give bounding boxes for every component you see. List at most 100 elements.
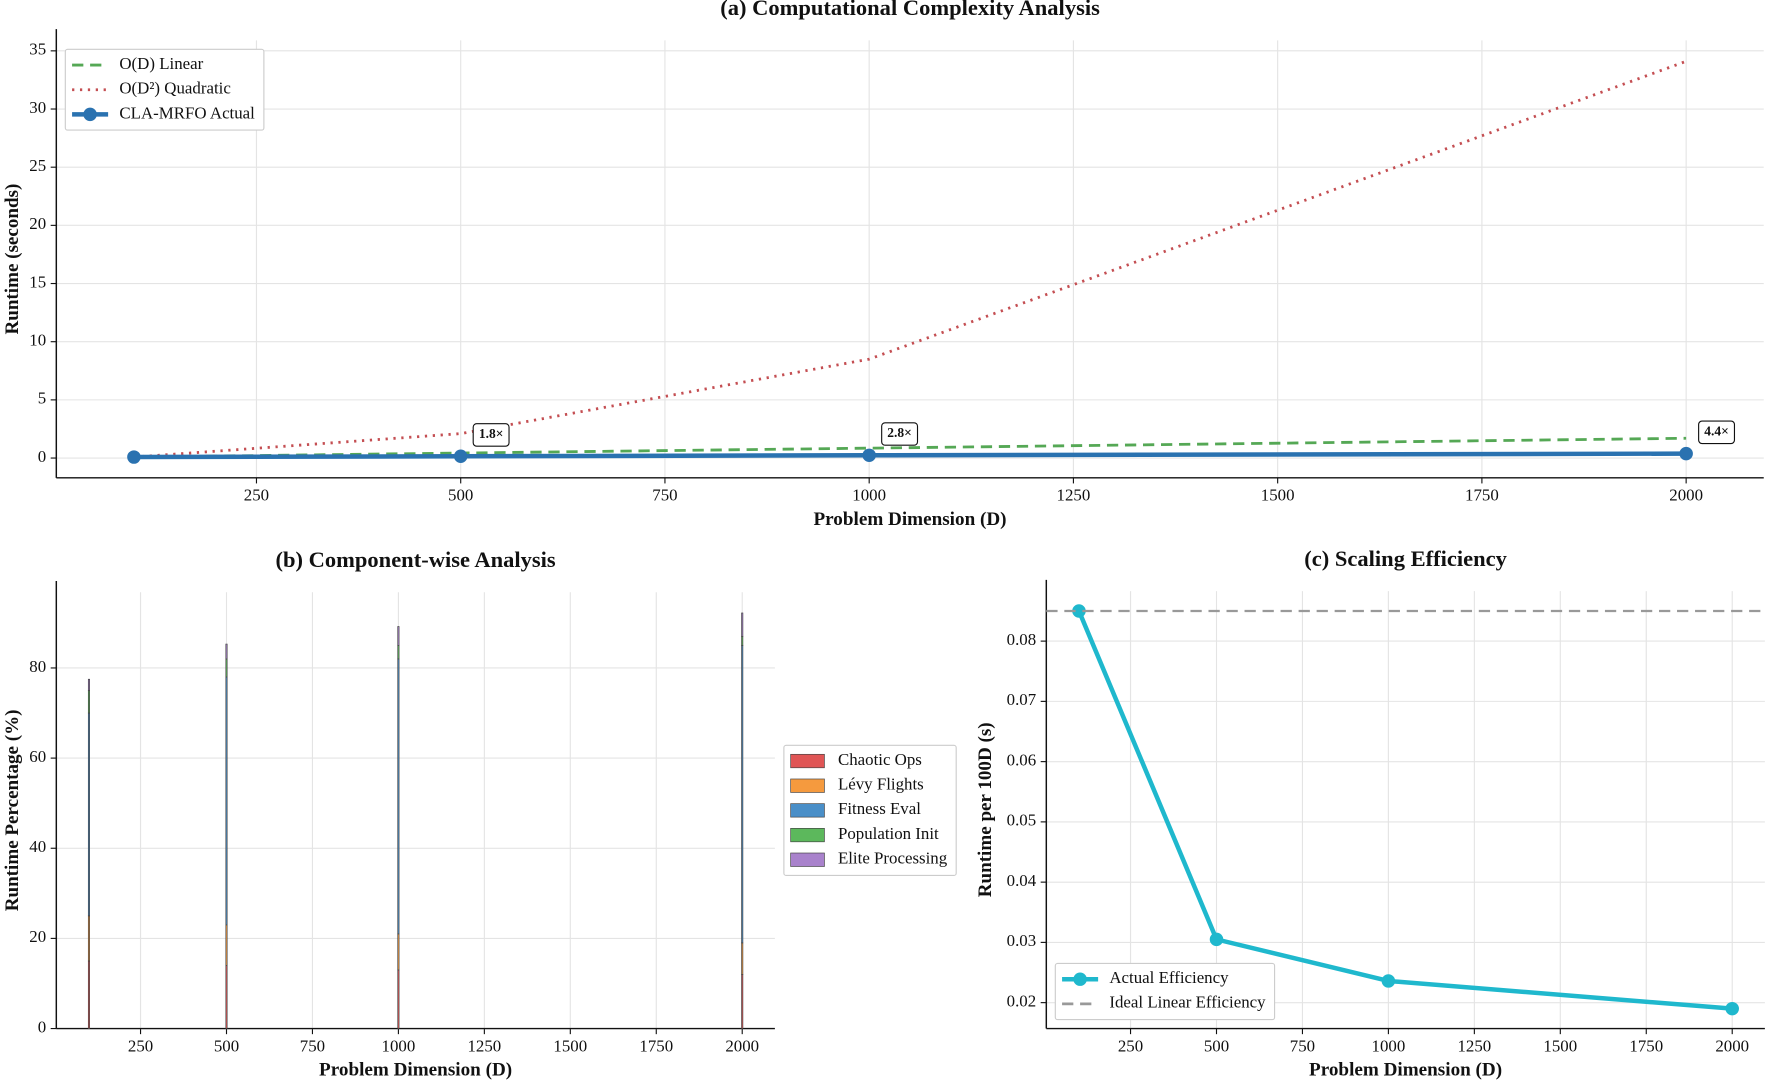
legend-swatch xyxy=(790,753,825,769)
legend: O(D) Linear O(D²) Quadratic CLA-MRFO Actua… xyxy=(64,48,265,131)
x-tick-label: 1750 xyxy=(639,1037,673,1056)
x-tick-label: 500 xyxy=(1204,1037,1229,1056)
legend-label: Actual Efficiency xyxy=(1109,968,1229,987)
y-tick-label: 0.07 xyxy=(1007,690,1037,709)
legend-label: O(D²) Quadratic xyxy=(119,79,230,98)
y-tick-label: 35 xyxy=(29,40,46,59)
x-tick-label: 2000 xyxy=(1715,1037,1749,1056)
y-tick-label: 20 xyxy=(29,927,46,946)
bar-segment xyxy=(225,643,228,660)
subplot: 250 500 750 1000 1250 1500 1750 2000 0 20 40 60 80 (b… xyxy=(2,547,957,1081)
bar-segment xyxy=(741,645,744,944)
bar-segment xyxy=(397,645,400,660)
data-point xyxy=(127,450,141,464)
data-point xyxy=(1679,446,1693,461)
bar-segment xyxy=(741,942,744,975)
annotation-box xyxy=(1698,420,1736,445)
x-tick-label: 1250 xyxy=(1457,1037,1491,1056)
y-tick-label: 0.08 xyxy=(1007,630,1037,649)
data-point xyxy=(862,448,876,463)
x-tick-label: 1250 xyxy=(467,1037,501,1056)
legend-swatch xyxy=(790,852,825,867)
bar-segment xyxy=(225,676,228,926)
x-tick-label: 750 xyxy=(652,486,677,505)
series-line xyxy=(133,60,1687,459)
legend-swatch xyxy=(790,803,825,818)
y-tick-label: 0.03 xyxy=(1007,931,1037,950)
bar-segment xyxy=(397,626,400,646)
x-axis-label: Problem Dimension (D) xyxy=(1309,1060,1502,1081)
x-tick-label: 250 xyxy=(1118,1037,1143,1056)
annotation-box xyxy=(881,422,919,446)
x-tick-label: 1250 xyxy=(1057,486,1091,505)
subplot-title: (c) Scaling Efficiency xyxy=(1304,546,1507,571)
y-tick-label: 30 xyxy=(29,98,46,117)
legend-label: Lévy Flights xyxy=(838,775,924,794)
x-axis-label: Problem Dimension (D) xyxy=(813,509,1006,530)
bar-segment xyxy=(741,974,744,1029)
data-point xyxy=(453,449,468,463)
legend-box xyxy=(1054,962,1276,1021)
x-tick-label: 250 xyxy=(244,486,269,505)
legend: Chaotic Ops Lévy Flights Fitness Eval Popul… xyxy=(783,744,957,877)
subplot-title: (a) Computational Complexity Analysis xyxy=(720,0,1100,20)
x-axis-label: Problem Dimension (D) xyxy=(319,1060,512,1081)
y-axis-label: Runtime (seconds) xyxy=(2,184,23,335)
x-tick-label: 750 xyxy=(300,1037,325,1056)
legend-swatch xyxy=(790,828,825,843)
bar-segment xyxy=(741,636,744,646)
series-line xyxy=(133,451,1687,460)
y-tick-label: 40 xyxy=(29,837,46,856)
bar-segment xyxy=(741,612,744,637)
legend-box xyxy=(783,744,957,877)
y-tick-label: 15 xyxy=(29,272,46,291)
legend-label: CLA-MRFO Actual xyxy=(119,103,255,122)
bar-segment xyxy=(87,960,90,1029)
bar-segment xyxy=(225,965,228,1029)
bar-segment xyxy=(87,915,90,962)
data-point xyxy=(1209,932,1224,947)
bar-segment xyxy=(397,933,400,971)
subplot: 250 500 750 1000 1250 1500 1750 2000 0 5 10 15 20 25 3… xyxy=(2,0,1764,530)
x-tick-label: 1500 xyxy=(553,1037,587,1056)
legend-label: Population Init xyxy=(838,824,939,843)
y-tick-label: 0.02 xyxy=(1007,992,1037,1011)
legend-label: Chaotic Ops xyxy=(838,750,922,769)
y-tick-label: 20 xyxy=(29,214,46,233)
annotation: 1.8× xyxy=(479,426,504,441)
y-tick-label: 80 xyxy=(29,657,46,676)
x-tick-label: 1750 xyxy=(1465,486,1499,505)
bar-segment xyxy=(87,690,90,714)
y-tick-label: 0 xyxy=(38,1017,46,1036)
x-tick-label: 750 xyxy=(1290,1037,1315,1056)
subplot-title: (b) Component-wise Analysis xyxy=(275,547,555,572)
legend-marker xyxy=(83,107,97,122)
legend: Actual Efficiency Ideal Linear Efficiency xyxy=(1054,962,1276,1021)
x-tick-label: 1500 xyxy=(1261,486,1295,505)
legend-box xyxy=(64,48,265,131)
y-tick-label: 60 xyxy=(29,747,46,766)
x-tick-label: 1750 xyxy=(1629,1037,1663,1056)
annotation-box xyxy=(472,423,510,447)
legend-label: O(D) Linear xyxy=(119,54,203,73)
bar-segment xyxy=(225,924,228,966)
x-tick-label: 1000 xyxy=(852,486,886,505)
data-point xyxy=(1381,974,1396,988)
legend-label: Fitness Eval xyxy=(838,799,921,818)
x-tick-label: 1000 xyxy=(382,1037,416,1056)
y-tick-label: 10 xyxy=(29,331,46,350)
y-tick-label: 0.06 xyxy=(1007,751,1037,770)
bar-segment xyxy=(225,658,228,678)
legend-marker xyxy=(1073,972,1087,986)
subplot: 250 500 750 1000 1250 1500 1750 2000 0.02 0.03 0.0… xyxy=(975,546,1765,1081)
data-point xyxy=(1725,1001,1739,1016)
y-tick-label: 0.04 xyxy=(1007,871,1037,890)
bar-segment xyxy=(397,969,400,1029)
y-axis-label: Runtime Percentage (%) xyxy=(2,709,23,911)
x-tick-label: 1000 xyxy=(1372,1037,1406,1056)
bar-segment xyxy=(87,712,90,917)
x-tick-label: 1500 xyxy=(1543,1037,1577,1056)
x-tick-label: 500 xyxy=(448,486,473,505)
legend-swatch xyxy=(790,778,825,793)
